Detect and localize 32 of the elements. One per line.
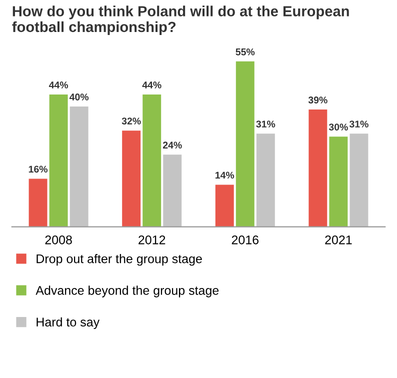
bar	[28, 178, 48, 227]
chart-title: How do you think Poland will do at the European football championship?	[12, 6, 349, 35]
bar	[70, 106, 88, 227]
bar	[163, 154, 182, 227]
legend-label: Drop out after the group stage	[36, 254, 202, 266]
data-label: 24%	[162, 142, 182, 149]
data-label: 32%	[122, 118, 141, 125]
data-label: 30%	[328, 124, 348, 131]
bar	[215, 184, 234, 227]
data-label: 31%	[256, 120, 276, 128]
data-label: 14%	[216, 172, 234, 179]
data-label: 44%	[142, 82, 162, 88]
data-label: 44%	[48, 82, 68, 88]
bar	[308, 110, 328, 227]
bar	[49, 94, 68, 227]
bar	[329, 136, 348, 227]
x-tick-label: 2016	[232, 235, 259, 244]
legend-label: Hard to say	[36, 317, 100, 329]
x-tick-label: 2012	[138, 235, 166, 244]
data-label: 55%	[236, 48, 255, 56]
bar	[122, 130, 141, 227]
bar	[142, 94, 162, 227]
data-label: 40%	[70, 94, 89, 100]
x-tick-label: 2021	[325, 235, 352, 244]
bar	[236, 61, 254, 227]
legend-label: Advance beyond the group stage	[36, 286, 219, 298]
data-label: 31%	[349, 120, 368, 128]
bar	[256, 134, 275, 227]
x-tick-label: 2008	[45, 235, 72, 244]
data-label: 16%	[28, 166, 48, 173]
bar	[350, 134, 368, 227]
data-label: 39%	[308, 96, 328, 104]
